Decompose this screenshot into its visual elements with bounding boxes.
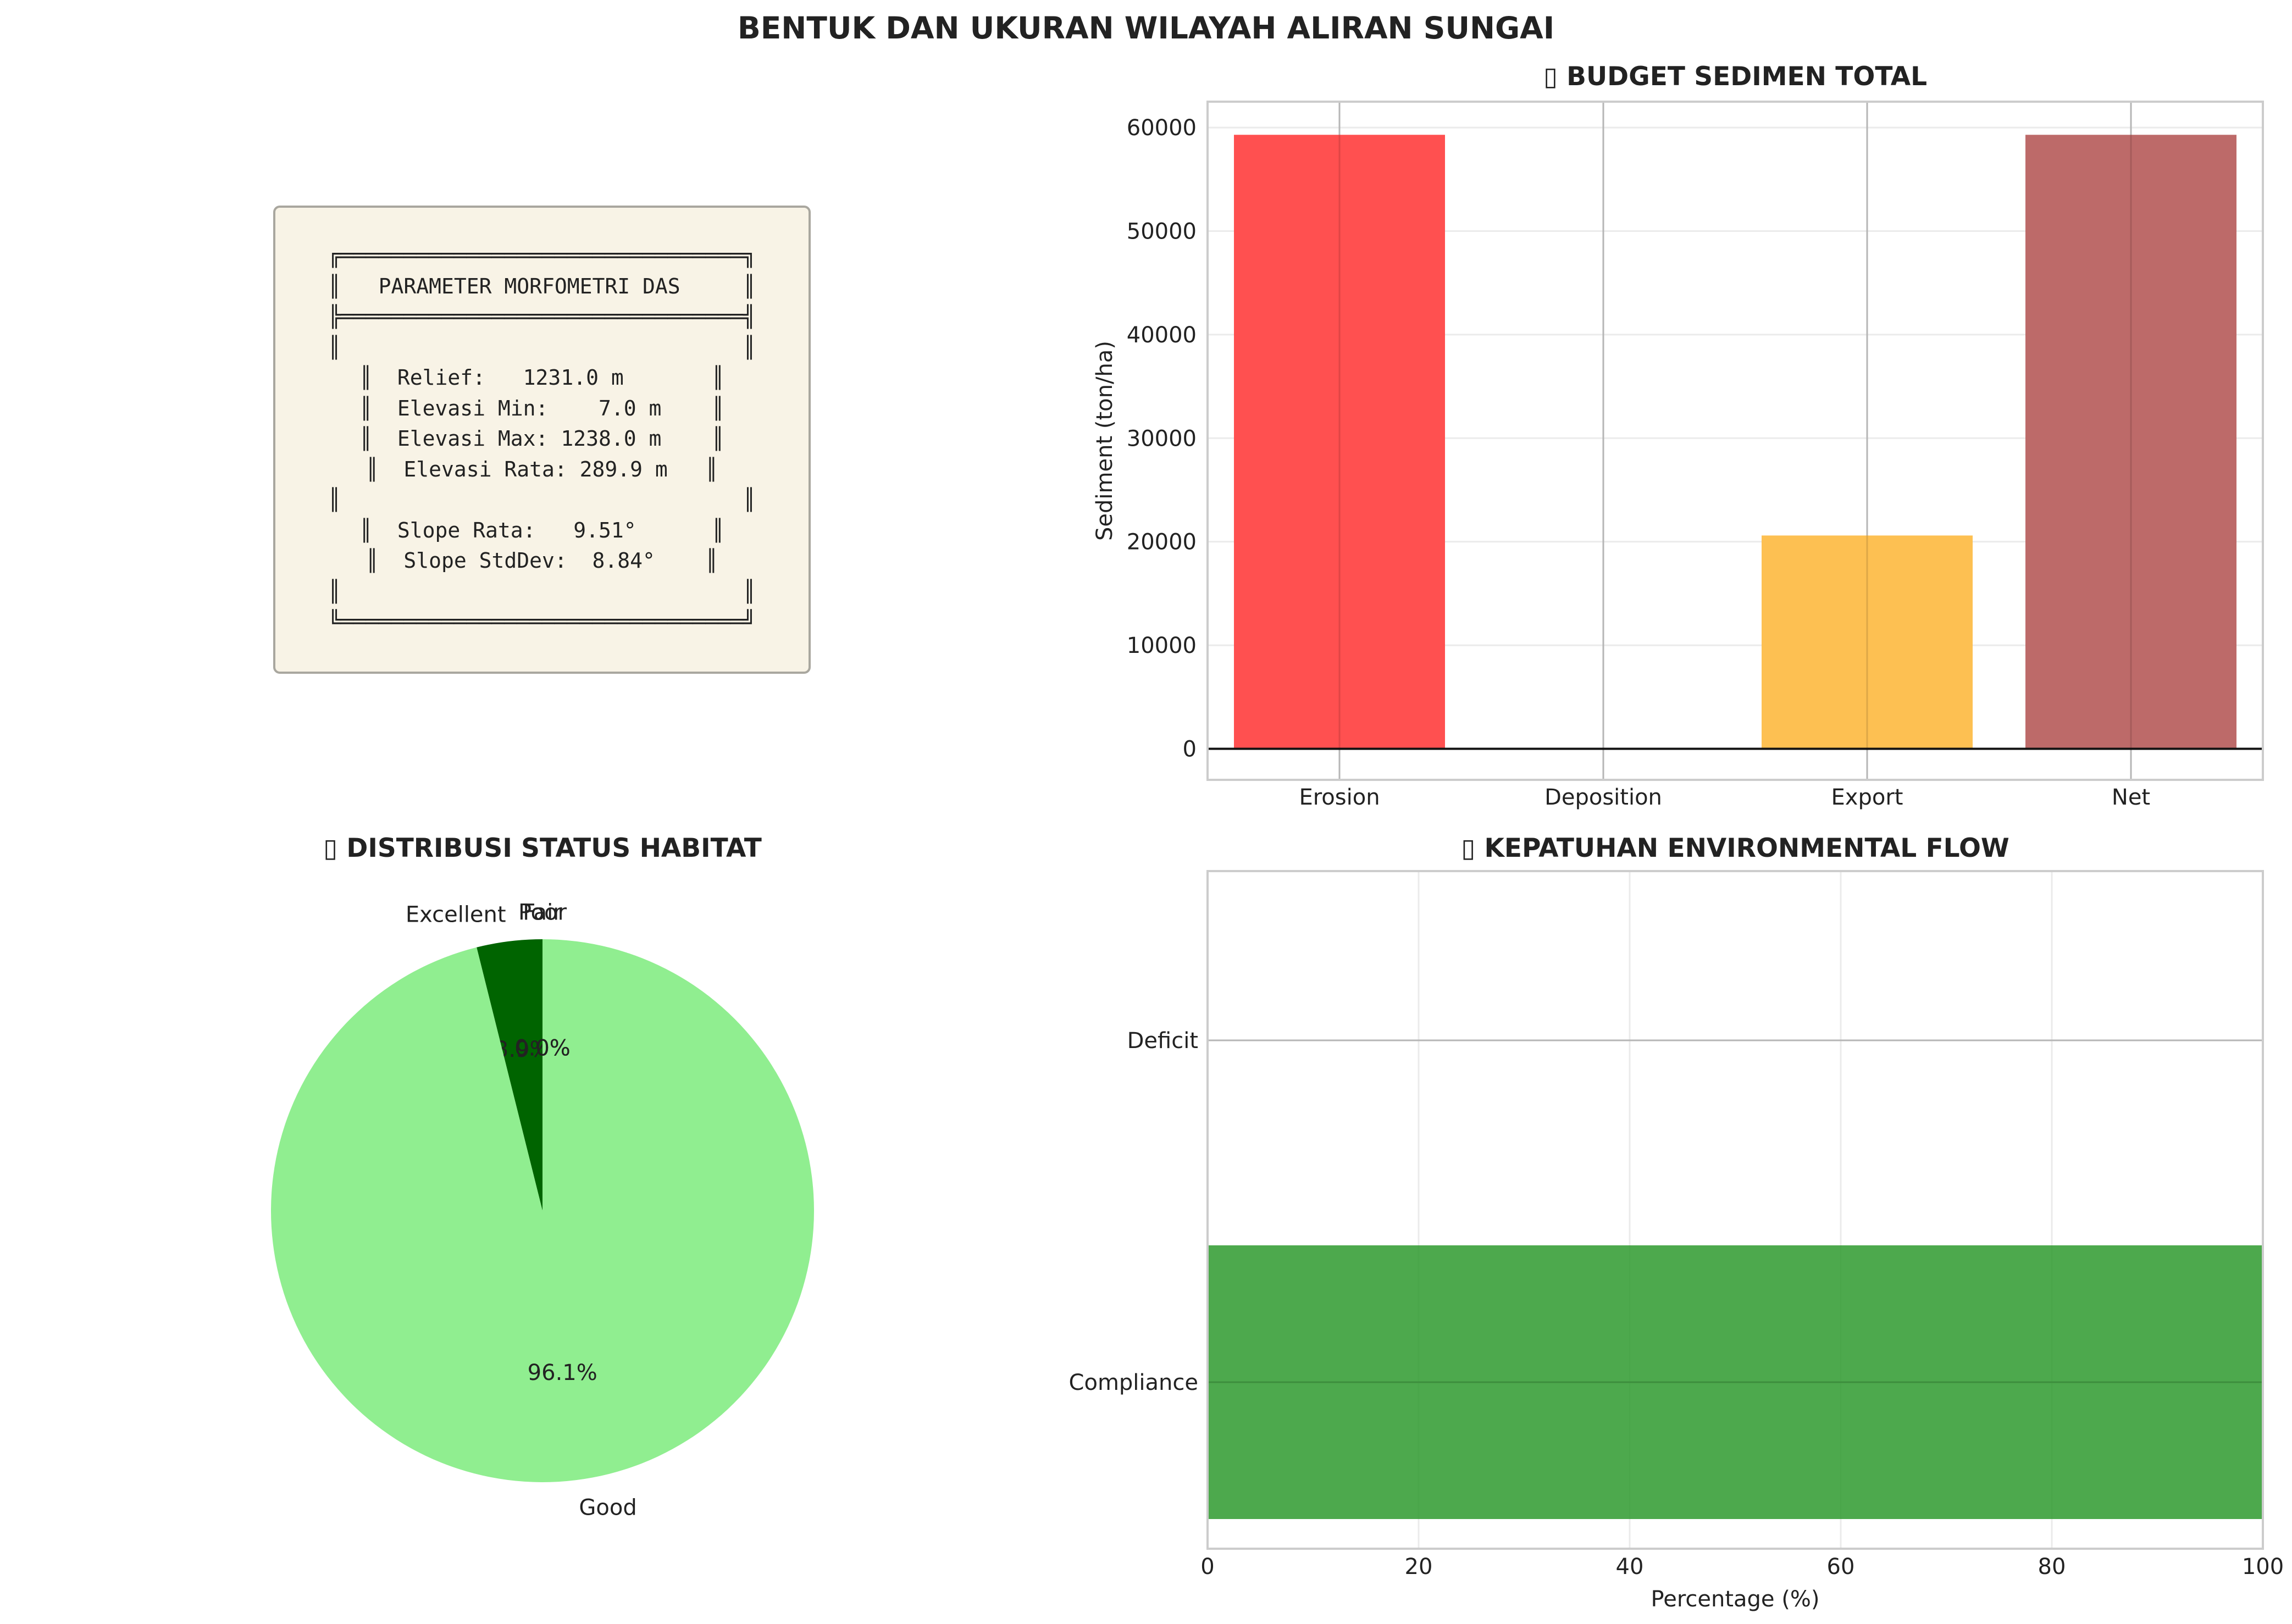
eflow-compliance-chart: ▯ KEPATUHAN ENVIRONMENTAL FLOW 0 20 40 60 80 1… — [1069, 833, 2284, 1612]
eflow-bar-compliance — [1208, 1245, 2263, 1519]
eflow-plot-frame — [1206, 870, 2264, 1550]
sediment-x-tick-label: Export — [1831, 785, 1903, 810]
eflow-x-tick-label: 0 — [1200, 1554, 1214, 1579]
sediment-y-axis-label: Sediment (ton/ha) — [1092, 341, 1117, 541]
sediment-y-tick-label: 10000 — [1127, 633, 1197, 658]
habitat-chart-title: ▯ DISTRIBUSI STATUS HABITAT — [323, 833, 762, 863]
morfometri-box: ╔════════════════════════════════╗ ║ PAR… — [273, 206, 811, 674]
morfometri-text: ╔════════════════════════════════╗ ║ PAR… — [328, 243, 756, 634]
habitat-pie-chart: ▯ DISTRIBUSI STATUS HABITATExcellent3.9%… — [270, 833, 815, 1520]
sediment-bar-net — [2025, 135, 2236, 749]
sediment-bar-erosion — [1234, 135, 1445, 749]
eflow-x-tick-label: 60 — [1827, 1554, 1855, 1579]
habitat-pct-fair: 0.0% — [514, 1036, 571, 1061]
eflow-chart-title: ▯ KEPATUHAN ENVIRONMENTAL FLOW — [1461, 833, 2009, 863]
sediment-chart-title: ▯ BUDGET SEDIMEN TOTAL — [1543, 62, 1927, 92]
sediment-y-tick-label: 50000 — [1127, 219, 1197, 244]
figure-title: BENTUK DAN UKURAN WILAYAH ALIRAN SUNGAI — [738, 10, 1554, 46]
eflow-x-tick-label: 40 — [1616, 1554, 1644, 1579]
habitat-slice-excellent — [477, 939, 542, 1211]
habitat-label-fair: Fair — [523, 900, 562, 925]
sediment-y-tick-label: 60000 — [1127, 115, 1197, 141]
eflow-x-tick-label: 20 — [1405, 1554, 1433, 1579]
sediment-x-tick-label: Erosion — [1299, 785, 1380, 810]
habitat-label-excellent: Excellent — [406, 902, 506, 928]
sediment-y-tick-label: 40000 — [1127, 323, 1197, 348]
habitat-pct-good: 96.1% — [528, 1360, 597, 1385]
eflow-y-tick-label: Deficit — [1127, 1028, 1198, 1054]
habitat-label-good: Good — [579, 1495, 636, 1520]
sediment-budget-chart: 0 10000 20000 30000 40000 50000 60000 Erosion De… — [1092, 62, 2264, 810]
sediment-y-tick-label: 0 — [1183, 736, 1197, 762]
sediment-y-tick-label: 30000 — [1127, 426, 1197, 451]
habitat-label-poor: Poor — [518, 900, 567, 925]
eflow-x-tick-label: 100 — [2242, 1554, 2284, 1579]
habitat-pct-poor: 0.0% — [514, 1036, 571, 1061]
eflow-y-tick-label: Compliance — [1069, 1370, 1198, 1395]
sediment-plot-frame — [1206, 101, 2264, 781]
sediment-x-tick-label: Net — [2112, 785, 2150, 810]
habitat-slice-good — [270, 939, 815, 1482]
eflow-x-tick-label: 80 — [2038, 1554, 2066, 1579]
eflow-x-axis-label: Percentage (%) — [1651, 1587, 1820, 1612]
sediment-bar-export — [1762, 535, 1973, 749]
sediment-x-tick-label: Deposition — [1544, 785, 1662, 810]
sediment-y-tick-label: 20000 — [1127, 530, 1197, 555]
